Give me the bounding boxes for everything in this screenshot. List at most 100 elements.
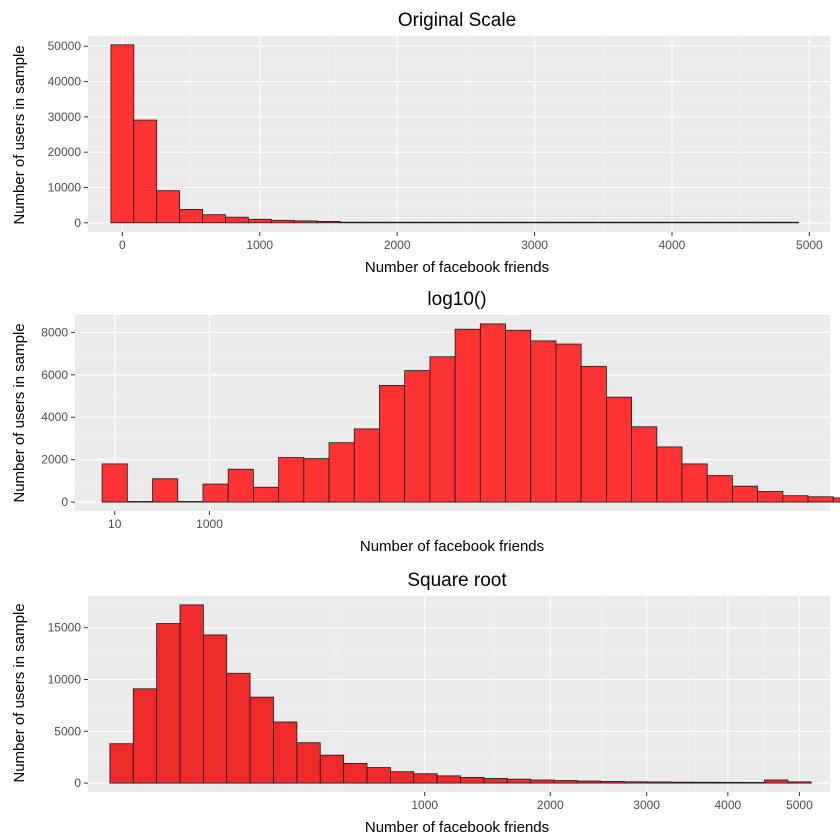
- histogram-bar: [577, 780, 602, 784]
- histogram-bar: [614, 221, 639, 224]
- histogram-bar: [109, 743, 134, 784]
- histogram-bar: [479, 323, 506, 503]
- histogram-bar: [729, 221, 754, 224]
- y-tick-label: 2000: [41, 453, 68, 467]
- histogram-bar: [530, 779, 555, 784]
- histogram-bar: [179, 604, 204, 784]
- y-tick-label: 10000: [48, 672, 82, 686]
- histogram-bar: [656, 446, 683, 503]
- panel-log10: log10() Number of facebook friends Numbe…: [11, 289, 840, 555]
- chart-title-sqrt: Square root: [407, 570, 507, 591]
- x-tick-label: 3000: [633, 798, 660, 812]
- histogram-bar: [156, 190, 181, 224]
- histogram-bar: [553, 780, 578, 784]
- histogram-bar: [591, 221, 616, 224]
- x-tick-label: 1000: [196, 517, 223, 531]
- x-tick-label: 5000: [796, 238, 823, 252]
- histogram-bar: [408, 221, 433, 224]
- histogram-bar: [366, 767, 391, 784]
- histogram-bar: [339, 221, 364, 224]
- histogram-bar: [460, 776, 485, 784]
- histogram-bar: [389, 771, 415, 784]
- panel-square-root: Square root Number of facebook friends N…: [11, 570, 830, 836]
- y-tick-label: 20000: [48, 145, 82, 159]
- histogram-bar: [681, 463, 708, 503]
- histogram-bar: [782, 495, 809, 503]
- histogram-bar: [353, 428, 380, 503]
- histogram-bar: [523, 221, 547, 224]
- y-tick-label: 10000: [48, 181, 82, 195]
- chart-title-original: Original Scale: [398, 10, 516, 31]
- histogram-bar: [133, 119, 158, 224]
- histogram-bar: [252, 486, 280, 503]
- histogram-bar: [454, 328, 481, 503]
- histogram-bar: [660, 221, 685, 224]
- x-tick-label: 1000: [246, 238, 273, 252]
- y-tick-label: 8000: [41, 325, 68, 339]
- histogram-bar: [343, 763, 368, 784]
- histogram-bar: [179, 208, 203, 224]
- histogram-bar: [202, 483, 229, 503]
- histogram-bar: [413, 773, 438, 784]
- histogram-bar: [270, 219, 295, 224]
- histogram-bar: [202, 634, 228, 784]
- histogram-bar: [362, 221, 387, 224]
- histogram-bar: [732, 485, 759, 503]
- y-tick-label: 0: [74, 776, 81, 790]
- histogram-bar: [683, 221, 708, 224]
- histogram-bar: [752, 221, 776, 224]
- histogram-bar: [110, 44, 135, 224]
- histogram-bar: [249, 696, 274, 784]
- histogram-bar: [225, 216, 249, 224]
- histogram-bar: [101, 463, 128, 503]
- histogram-bar: [316, 221, 341, 224]
- histogram-bar: [152, 478, 179, 503]
- histogram-bar: [600, 781, 625, 784]
- histogram-bar: [436, 775, 461, 784]
- y-tick-label: 50000: [48, 39, 82, 53]
- y-tick-label: 40000: [48, 75, 82, 89]
- histogram-bar: [832, 497, 840, 503]
- histogram-bar: [706, 475, 733, 503]
- histogram-bar: [717, 781, 742, 784]
- histogram-bar: [454, 221, 479, 224]
- histogram-bar: [248, 218, 272, 224]
- histogram-bar: [580, 365, 607, 503]
- histogram-bar: [647, 781, 672, 784]
- y-tick-label: 4000: [41, 410, 68, 424]
- x-tick-label: 4000: [715, 798, 742, 812]
- panel-original-scale: Original Scale Number of facebook friend…: [11, 10, 830, 276]
- histogram-bar: [319, 754, 345, 784]
- chart-title-log10: log10(): [427, 289, 486, 310]
- histogram-bar: [775, 221, 799, 224]
- histogram-bar: [605, 396, 632, 503]
- histogram-bar: [500, 221, 524, 224]
- histogram-bar: [177, 501, 204, 503]
- histogram-bar: [807, 496, 834, 503]
- x-tick-label: 5000: [786, 798, 813, 812]
- x-tick-label: 3000: [521, 238, 548, 252]
- histogram-bar: [757, 491, 784, 503]
- x-axis-label-original: Number of facebook friends: [365, 259, 549, 276]
- histogram-bar: [126, 501, 153, 503]
- histogram-bar: [156, 623, 181, 784]
- histogram-bar: [328, 442, 355, 503]
- y-tick-label: 30000: [48, 110, 82, 124]
- histogram-bar: [477, 221, 501, 224]
- histogram-bar: [385, 221, 410, 224]
- x-tick-label: 1000: [411, 798, 438, 812]
- histogram-bar: [483, 778, 508, 784]
- histogram-bar: [202, 214, 226, 224]
- y-tick-label: 15000: [48, 621, 82, 635]
- histogram-bar: [568, 221, 593, 224]
- x-tick-label: 10: [108, 517, 122, 531]
- histogram-bar: [278, 457, 305, 503]
- y-axis-label-sqrt: Number of users in sample: [11, 603, 28, 782]
- x-tick-label: 4000: [659, 238, 686, 252]
- y-tick-label: 6000: [41, 368, 68, 382]
- histogram-bar: [623, 781, 648, 784]
- histogram-bar: [226, 672, 251, 784]
- histogram-bar: [530, 340, 557, 503]
- x-axis-label-sqrt: Number of facebook friends: [365, 819, 549, 836]
